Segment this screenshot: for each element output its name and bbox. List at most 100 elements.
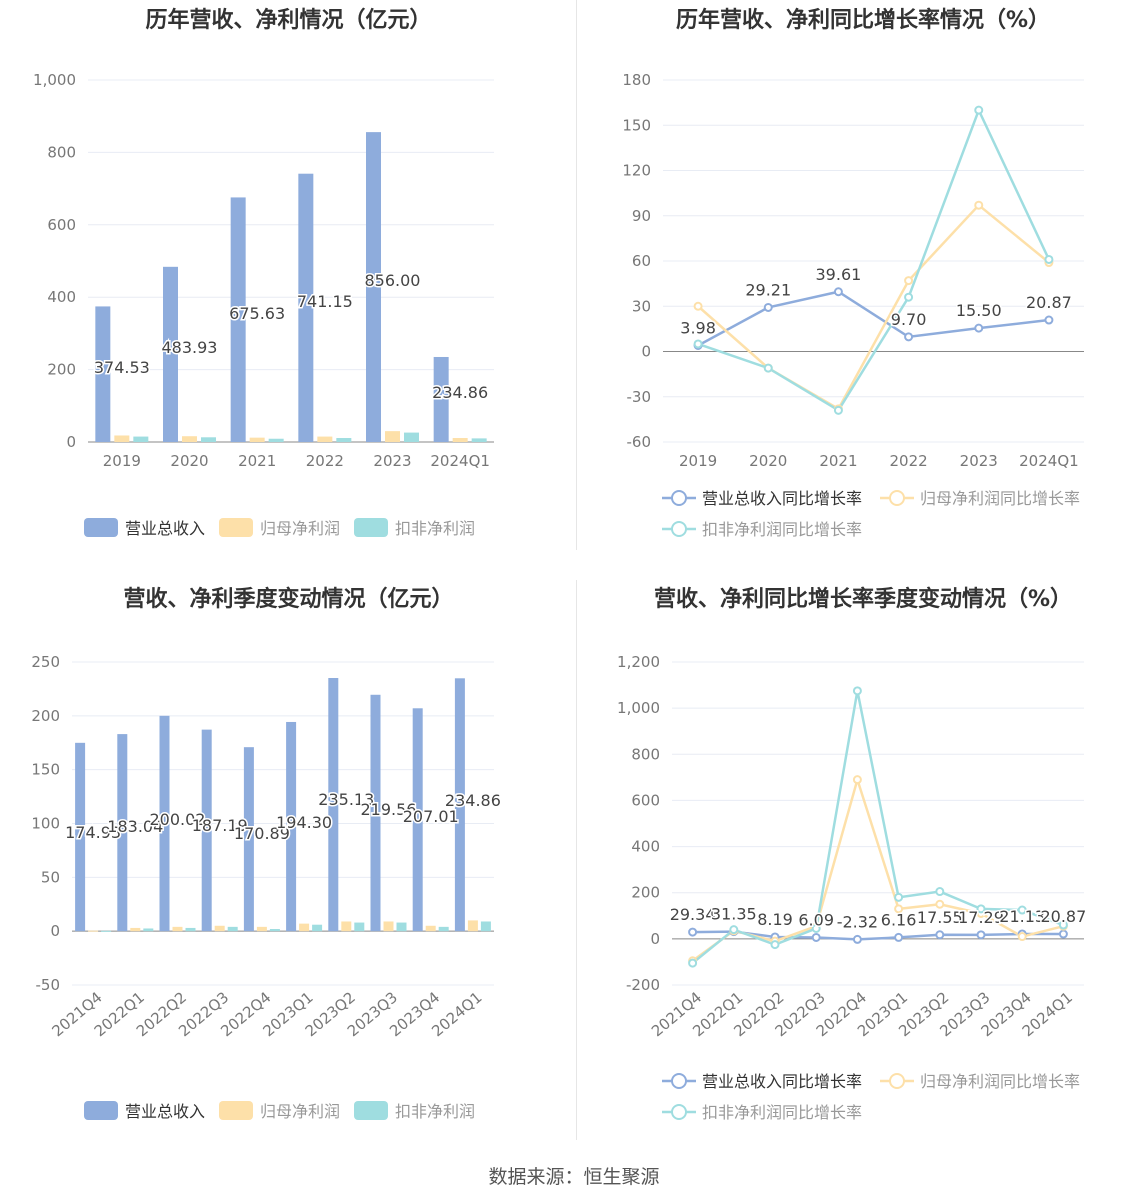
- bar-revenue: [201, 729, 212, 932]
- series-point: [693, 301, 703, 311]
- bar-net-profit: [385, 431, 400, 442]
- line-value-label: 9.70: [891, 310, 927, 329]
- vertical-divider-bottom: [576, 580, 577, 1140]
- bar-net-profit: [467, 920, 478, 932]
- bar-net-profit: [182, 436, 197, 442]
- legend-label: 归母净利润: [260, 519, 340, 538]
- series-point: [904, 292, 914, 302]
- series-point: [1017, 932, 1027, 942]
- line-value-label: 17.55: [917, 908, 963, 927]
- bar-deducted-profit: [471, 438, 487, 442]
- line-value-label: 6.16: [881, 910, 917, 929]
- series-point: [1044, 315, 1054, 325]
- series-point: [935, 899, 945, 909]
- bar-deducted-profit: [396, 922, 407, 932]
- x-tick-label: 2022: [306, 452, 344, 470]
- vertical-divider-top: [576, 0, 577, 550]
- y-tick-label: 1,000: [33, 71, 76, 89]
- legend-swatch: [84, 1101, 118, 1120]
- x-tick-label: 2019: [103, 452, 141, 470]
- annual-growth-rate-svg: 历年营收、净利同比增长率情况（%） -60 -30 0 30 60 90 120 150 180 2…: [622, 7, 1084, 539]
- bar-net-profit: [299, 923, 310, 932]
- bar-value-label: 219.56: [361, 800, 417, 819]
- y-tick-label: 30: [632, 297, 651, 315]
- bar-value-label: 235.13: [318, 790, 374, 809]
- bar-revenue: [370, 694, 381, 932]
- bar-net-profit: [256, 926, 267, 932]
- annual-growth-rate-chart: 历年营收、净利同比增长率情况（%） -60 -30 0 30 60 90 120 150 180 2…: [578, 0, 1148, 560]
- bar-revenue: [163, 266, 178, 442]
- bar-revenue: [230, 197, 246, 442]
- legend-marker: [671, 490, 687, 506]
- legend-label: 营业总收入同比增长率: [702, 489, 862, 508]
- series-point: [935, 887, 945, 897]
- series-point: [904, 332, 914, 342]
- bar-value-label: 374.53: [94, 358, 150, 377]
- series-point: [688, 958, 698, 968]
- bar-net-profit: [172, 926, 183, 932]
- bar-revenue: [366, 132, 381, 443]
- y-tick-label: 60: [632, 252, 651, 270]
- legend-swatch: [219, 518, 253, 537]
- bar-revenue: [298, 173, 314, 442]
- bar-net-profit: [383, 921, 394, 932]
- line-value-label: 29.21: [745, 280, 791, 299]
- bar-value-label: 170.89: [234, 824, 290, 843]
- line-value-label: -2.32: [837, 912, 878, 931]
- bar-net-profit: [114, 435, 130, 442]
- series-point: [852, 775, 862, 785]
- bar-value-label: 194.30: [276, 813, 332, 832]
- legend-swatch: [84, 518, 118, 537]
- series-point: [974, 105, 984, 115]
- series-point: [894, 904, 904, 914]
- series-line-net-profit-growth: [697, 203, 1050, 411]
- y-tick-label: -30: [627, 388, 652, 406]
- bar-revenue: [286, 721, 297, 932]
- series-line-deducted-profit-growth: [697, 106, 1051, 413]
- series-point: [976, 930, 986, 940]
- bar-deducted-profit: [404, 432, 419, 442]
- legend-label: 归母净利润: [260, 1102, 340, 1121]
- series-point: [1017, 905, 1027, 915]
- bar-revenue: [95, 306, 111, 442]
- series-point: [935, 930, 945, 940]
- line-value-label: 21.13: [999, 907, 1045, 926]
- annual-revenue-profit-chart: 历年营收、净利情况（亿元） 0 200 400 600 800 1,000 2019 2020 2…: [0, 0, 577, 560]
- series-point: [1058, 929, 1068, 939]
- bar-value-label: 207.01: [403, 807, 459, 826]
- y-tick-label: 0: [50, 922, 60, 940]
- y-tick-label: 400: [47, 288, 76, 306]
- bar-deducted-profit: [268, 438, 284, 442]
- y-tick-label: 200: [631, 884, 660, 902]
- x-tick-label: 2023: [960, 452, 998, 470]
- series-point: [693, 339, 703, 349]
- legend-marker: [671, 1104, 687, 1120]
- bar-deducted-profit: [312, 924, 323, 932]
- y-tick-label: 50: [41, 868, 60, 886]
- line-value-label: 17.29: [958, 908, 1004, 927]
- quarterly-growth-rate-chart: 营收、净利同比增长率季度变动情况（%） -200 0 200 400 600 800 1,00…: [578, 578, 1148, 1138]
- line-value-label: 8.19: [757, 910, 793, 929]
- x-tick-label: 2019: [679, 452, 717, 470]
- bar-revenue: [433, 356, 449, 442]
- bar-value-label: 200.02: [150, 810, 206, 829]
- series-point: [688, 927, 698, 937]
- bar-revenue: [328, 678, 339, 932]
- y-tick-label: 100: [31, 815, 60, 833]
- legend-label: 扣非净利润同比增长率: [702, 520, 862, 539]
- legend-label: 归母净利润同比增长率: [920, 1072, 1080, 1091]
- series-point: [763, 363, 773, 373]
- x-tick-label: 2022: [889, 452, 927, 470]
- line-value-label: 6.09: [798, 910, 834, 929]
- chart-title: 营收、净利季度变动情况（亿元）: [123, 586, 453, 612]
- y-tick-label: -200: [626, 976, 660, 994]
- bar-net-profit: [452, 438, 468, 442]
- bar-deducted-profit: [185, 927, 196, 932]
- quarterly-revenue-profit-svg: 营收、净利季度变动情况（亿元）-500501001502002502021Q42…: [31, 586, 502, 1121]
- bar-value-label: 675.63: [229, 304, 285, 323]
- series-point: [729, 925, 739, 935]
- x-tick-label: 2023: [373, 452, 411, 470]
- bar-deducted-profit: [101, 930, 112, 932]
- bar-revenue: [159, 715, 170, 932]
- bar-net-profit: [214, 925, 225, 932]
